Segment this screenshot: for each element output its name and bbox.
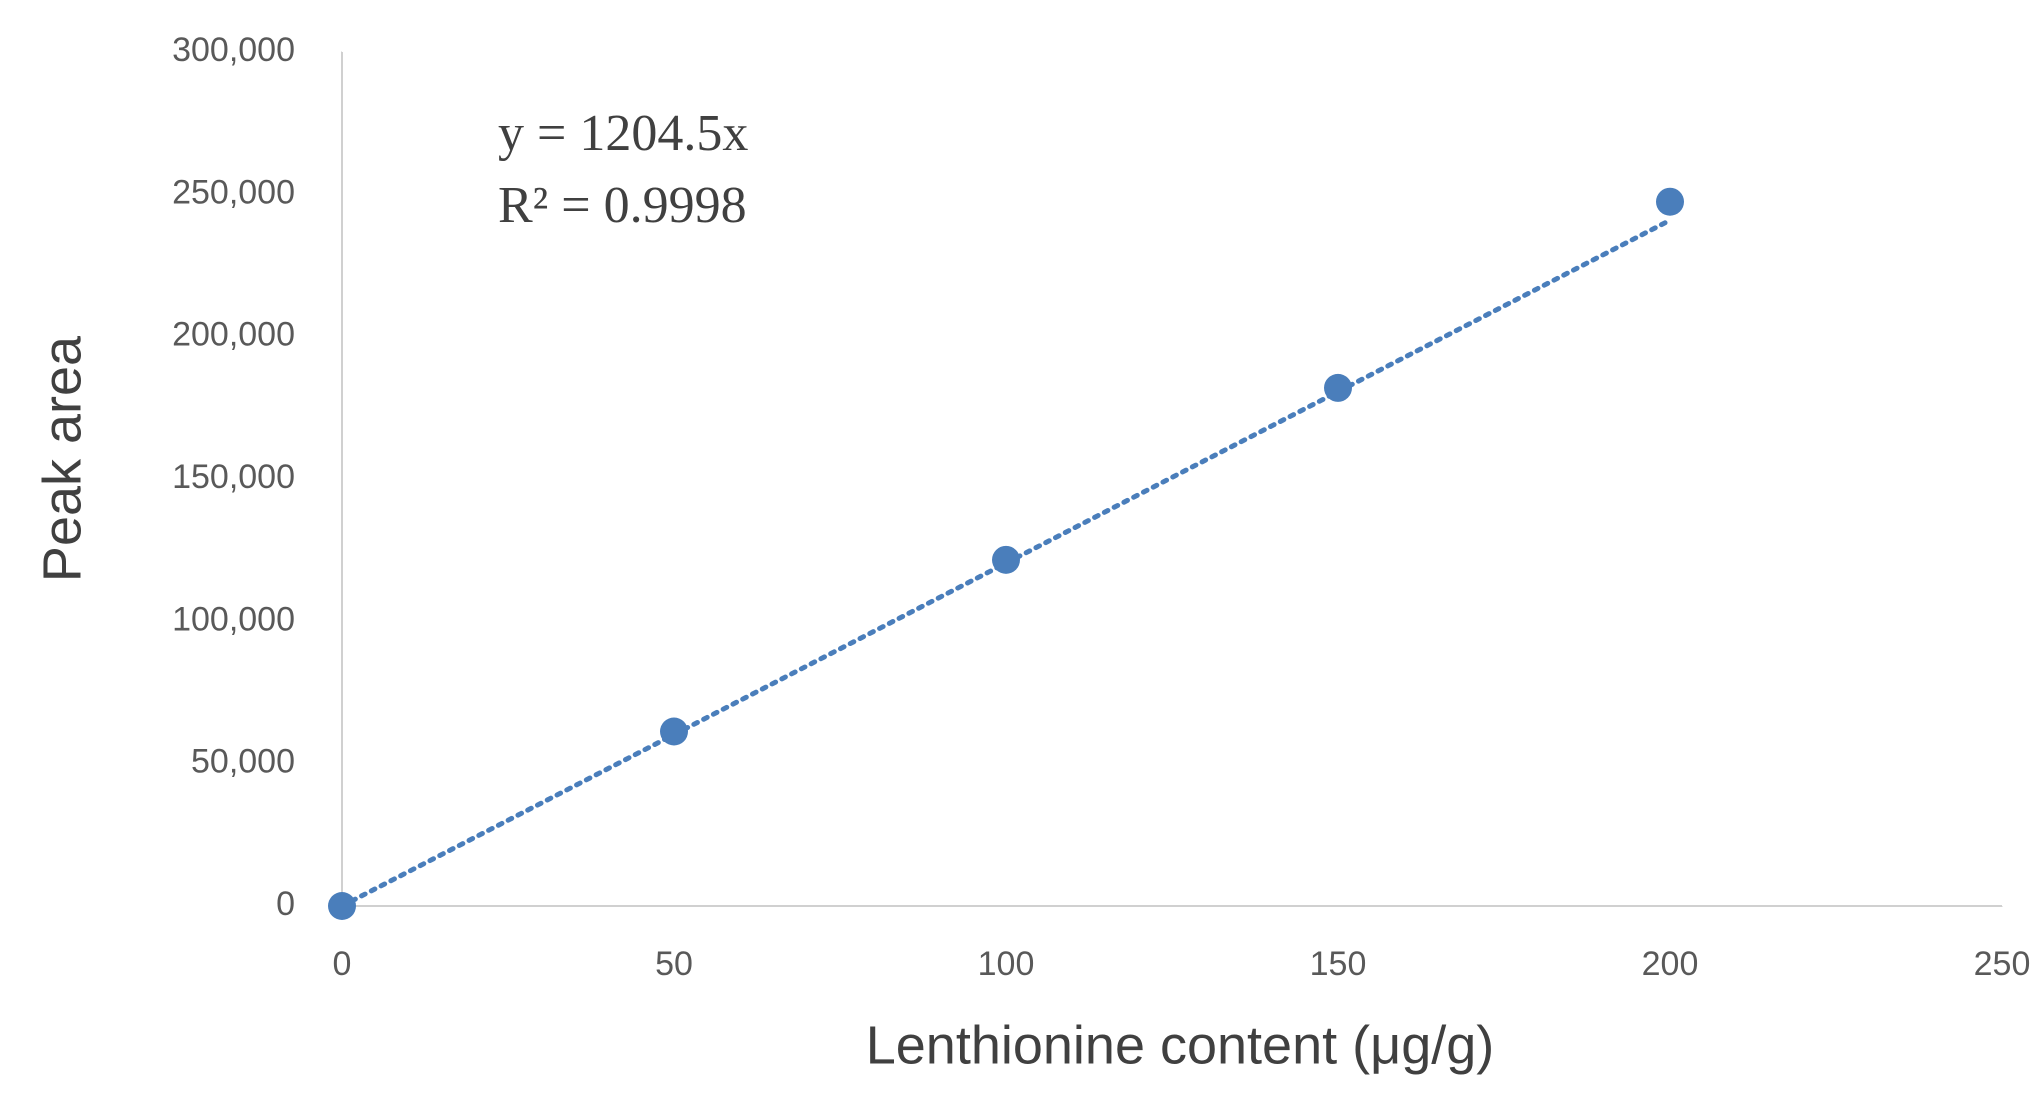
y-axis-title: Peak area xyxy=(32,335,92,582)
y-tick-label: 100,000 xyxy=(172,600,295,638)
x-axis-title: Lenthionine content (μg/g) xyxy=(866,1015,1495,1075)
y-tick-label: 0 xyxy=(276,885,295,923)
x-tick-label: 250 xyxy=(1974,945,2031,983)
x-tick-label: 50 xyxy=(655,945,693,983)
data-point xyxy=(992,545,1020,574)
y-tick-label: 250,000 xyxy=(172,173,295,211)
x-tick-label: 150 xyxy=(1310,945,1367,983)
y-tick-label: 200,000 xyxy=(172,316,295,354)
r-squared: R² = 0.9998 xyxy=(498,177,747,234)
x-tick-label: 200 xyxy=(1642,945,1699,983)
data-point xyxy=(328,892,356,920)
y-tick-label: 50,000 xyxy=(191,743,295,781)
y-tick-label: 150,000 xyxy=(172,458,295,496)
x-tick-label: 100 xyxy=(978,945,1035,983)
equation: y = 1204.5x xyxy=(498,105,748,162)
y-tick-label: 300,000 xyxy=(172,31,295,69)
data-point xyxy=(660,717,688,746)
data-point xyxy=(1324,373,1352,402)
data-point xyxy=(1656,187,1684,216)
x-tick-label: 0 xyxy=(333,945,352,983)
